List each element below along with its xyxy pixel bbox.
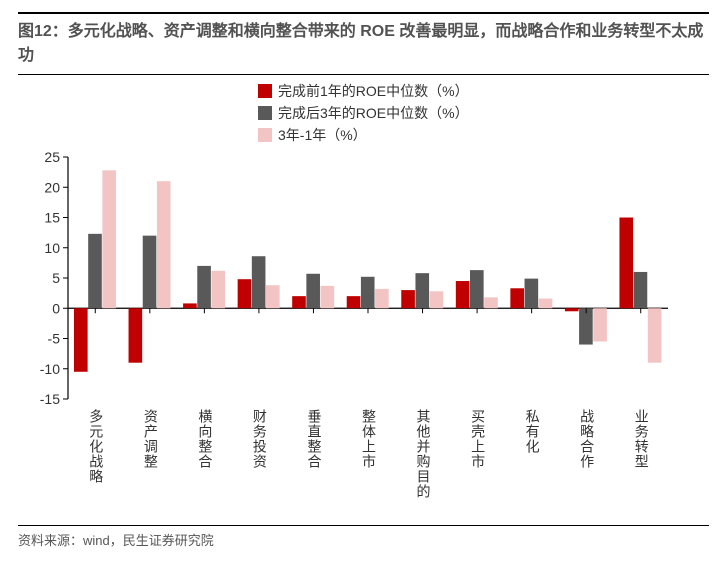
legend-swatch-1 bbox=[258, 106, 272, 120]
source-line: 资料来源：wind，民生证券研究院 bbox=[18, 525, 709, 549]
legend: 完成前1年的ROE中位数（%） 完成后3年的ROE中位数（%） 3年-1年（%） bbox=[258, 81, 709, 145]
legend-item-1: 完成后3年的ROE中位数（%） bbox=[258, 103, 709, 123]
x-label: 其他并购目的 bbox=[414, 409, 434, 499]
legend-label-1: 完成后3年的ROE中位数（%） bbox=[278, 103, 469, 123]
legend-swatch-2 bbox=[258, 128, 272, 142]
x-label: 私有化 bbox=[523, 409, 543, 454]
x-label: 资产调整 bbox=[141, 409, 161, 469]
x-axis-labels: 多元化战略 资产调整 横向整合 财务投资 垂直整合 整体上市 其他并购目的 买壳上市 私有化 战略… bbox=[18, 409, 678, 519]
legend-item-2: 3年-1年（%） bbox=[258, 125, 709, 145]
svg-text:20: 20 bbox=[44, 179, 60, 195]
x-label: 横向整合 bbox=[195, 409, 215, 469]
x-label: 战略合作 bbox=[577, 409, 597, 469]
x-label: 多元化战略 bbox=[86, 409, 106, 484]
svg-text:-15: -15 bbox=[40, 391, 60, 407]
svg-text:10: 10 bbox=[44, 240, 60, 256]
x-label: 买壳上市 bbox=[468, 409, 488, 469]
svg-text:-5: -5 bbox=[48, 331, 61, 347]
svg-text:0: 0 bbox=[52, 300, 60, 316]
x-label: 垂直整合 bbox=[304, 409, 324, 469]
legend-item-0: 完成前1年的ROE中位数（%） bbox=[258, 81, 709, 101]
bar-chart-svg: -15 -10 -5 0 5 10 15 20 25 bbox=[18, 149, 678, 409]
svg-text:15: 15 bbox=[44, 210, 60, 226]
figure-title: 图12：多元化战略、资产调整和横向整合带来的 ROE 改善最明显，而战略合作和业… bbox=[18, 20, 709, 68]
x-label: 财务投资 bbox=[250, 409, 270, 469]
legend-label-2: 3年-1年（%） bbox=[278, 125, 367, 145]
chart-area: -15 -10 -5 0 5 10 15 20 25 多元化战略 资产调整 横向整合 财务投资 垂直整合… bbox=[18, 149, 709, 519]
x-label: 整体上市 bbox=[359, 409, 379, 469]
legend-swatch-0 bbox=[258, 84, 272, 98]
svg-text:-10: -10 bbox=[40, 361, 60, 377]
svg-text:25: 25 bbox=[44, 149, 60, 165]
x-label: 业务转型 bbox=[632, 409, 652, 469]
legend-label-0: 完成前1年的ROE中位数（%） bbox=[278, 81, 469, 101]
figure-title-block: 图12：多元化战略、资产调整和横向整合带来的 ROE 改善最明显，而战略合作和业… bbox=[18, 12, 709, 75]
svg-text:5: 5 bbox=[52, 270, 60, 286]
